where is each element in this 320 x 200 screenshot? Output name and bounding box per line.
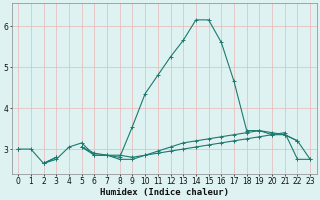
X-axis label: Humidex (Indice chaleur): Humidex (Indice chaleur)	[100, 188, 229, 197]
